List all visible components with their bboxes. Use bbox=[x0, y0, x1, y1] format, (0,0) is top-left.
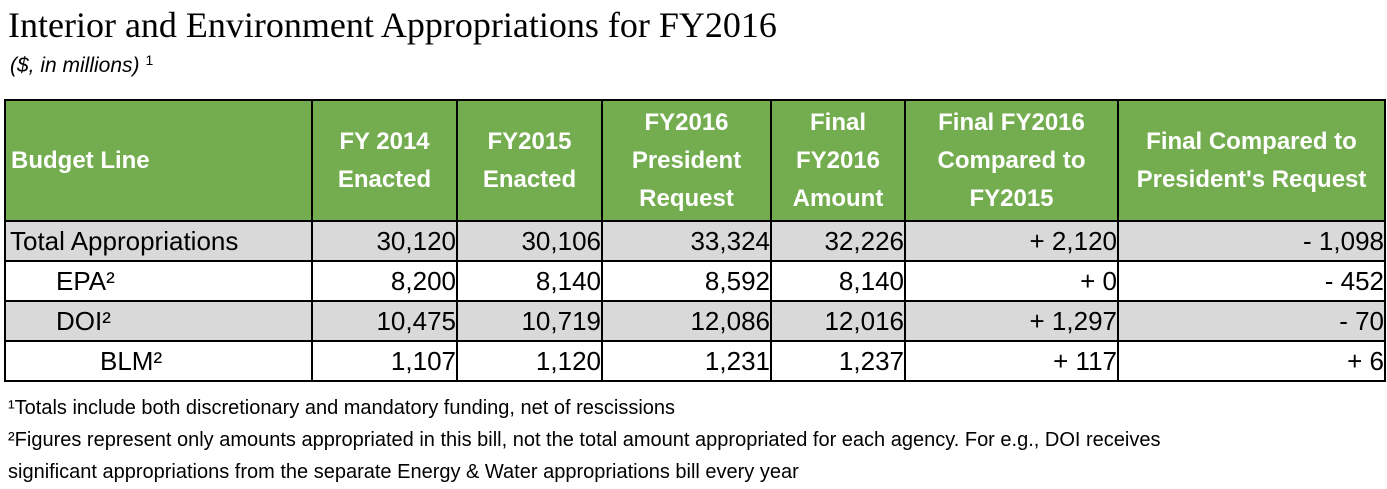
row-label: EPA² bbox=[4, 260, 313, 302]
page-subtitle: ($, in millions) 1 bbox=[10, 52, 153, 81]
table-cell: 30,106 bbox=[456, 220, 603, 262]
footnote-1: ¹Totals include both discretionary and m… bbox=[8, 397, 676, 419]
table-cell: + 0 bbox=[904, 260, 1119, 302]
table-cell: + 6 bbox=[1117, 340, 1386, 382]
table-row: EPA² 8,200 8,140 8,592 8,140 + 0 - 452 bbox=[4, 260, 1386, 302]
table-cell: 8,140 bbox=[456, 260, 603, 302]
table-cell: + 117 bbox=[904, 340, 1119, 382]
subtitle-footnote-marker: 1 bbox=[145, 52, 154, 68]
table-row: Total Appropriations 30,120 30,106 33,32… bbox=[4, 220, 1386, 262]
table-cell: 8,140 bbox=[770, 260, 906, 302]
table-row: DOI² 10,475 10,719 12,086 12,016 + 1,297… bbox=[4, 300, 1386, 342]
table-cell: + 1,297 bbox=[904, 300, 1119, 342]
footnote-2-continued: significant appropriations from the sepa… bbox=[8, 461, 799, 483]
row-label: Total Appropriations bbox=[4, 220, 313, 262]
header-fy2014-enacted: FY 2014 Enacted bbox=[311, 99, 458, 222]
table-cell: - 70 bbox=[1117, 300, 1386, 342]
table-cell: 1,237 bbox=[770, 340, 906, 382]
header-final-vs-president: Final Compared to President's Request bbox=[1117, 99, 1386, 222]
header-fy2016-president-request: FY2016 President Request bbox=[601, 99, 772, 222]
table-cell: + 2,120 bbox=[904, 220, 1119, 262]
header-budget-line: Budget Line bbox=[4, 99, 313, 222]
page-title: Interior and Environment Appropriations … bbox=[8, 5, 777, 45]
header-final-fy2016-amount: Final FY2016 Amount bbox=[770, 99, 906, 222]
subtitle-text: ($, in millions) bbox=[10, 54, 140, 77]
row-label: BLM² bbox=[4, 340, 313, 382]
appropriations-table: Budget Line FY 2014 Enacted FY2015 Enact… bbox=[4, 99, 1386, 382]
table-cell: 8,200 bbox=[311, 260, 458, 302]
table-row: BLM² 1,107 1,120 1,231 1,237 + 117 + 6 bbox=[4, 340, 1386, 382]
table-cell: 8,592 bbox=[601, 260, 772, 302]
table-cell: 30,120 bbox=[311, 220, 458, 262]
header-fy2015-enacted: FY2015 Enacted bbox=[456, 99, 603, 222]
table-cell: 1,120 bbox=[456, 340, 603, 382]
table-header-row: Budget Line FY 2014 Enacted FY2015 Enact… bbox=[4, 99, 1386, 222]
table-cell: - 452 bbox=[1117, 260, 1386, 302]
table-cell: 12,086 bbox=[601, 300, 772, 342]
header-final-vs-fy2015: Final FY2016 Compared to FY2015 bbox=[904, 99, 1119, 222]
table-cell: 12,016 bbox=[770, 300, 906, 342]
table-cell: 32,226 bbox=[770, 220, 906, 262]
table-cell: - 1,098 bbox=[1117, 220, 1386, 262]
table-cell: 10,475 bbox=[311, 300, 458, 342]
row-label: DOI² bbox=[4, 300, 313, 342]
table-cell: 10,719 bbox=[456, 300, 603, 342]
footnotes: ¹Totals include both discretionary and m… bbox=[8, 392, 1378, 488]
footnote-2: ²Figures represent only amounts appropri… bbox=[8, 429, 1161, 451]
table-cell: 1,231 bbox=[601, 340, 772, 382]
table-cell: 1,107 bbox=[311, 340, 458, 382]
table-cell: 33,324 bbox=[601, 220, 772, 262]
